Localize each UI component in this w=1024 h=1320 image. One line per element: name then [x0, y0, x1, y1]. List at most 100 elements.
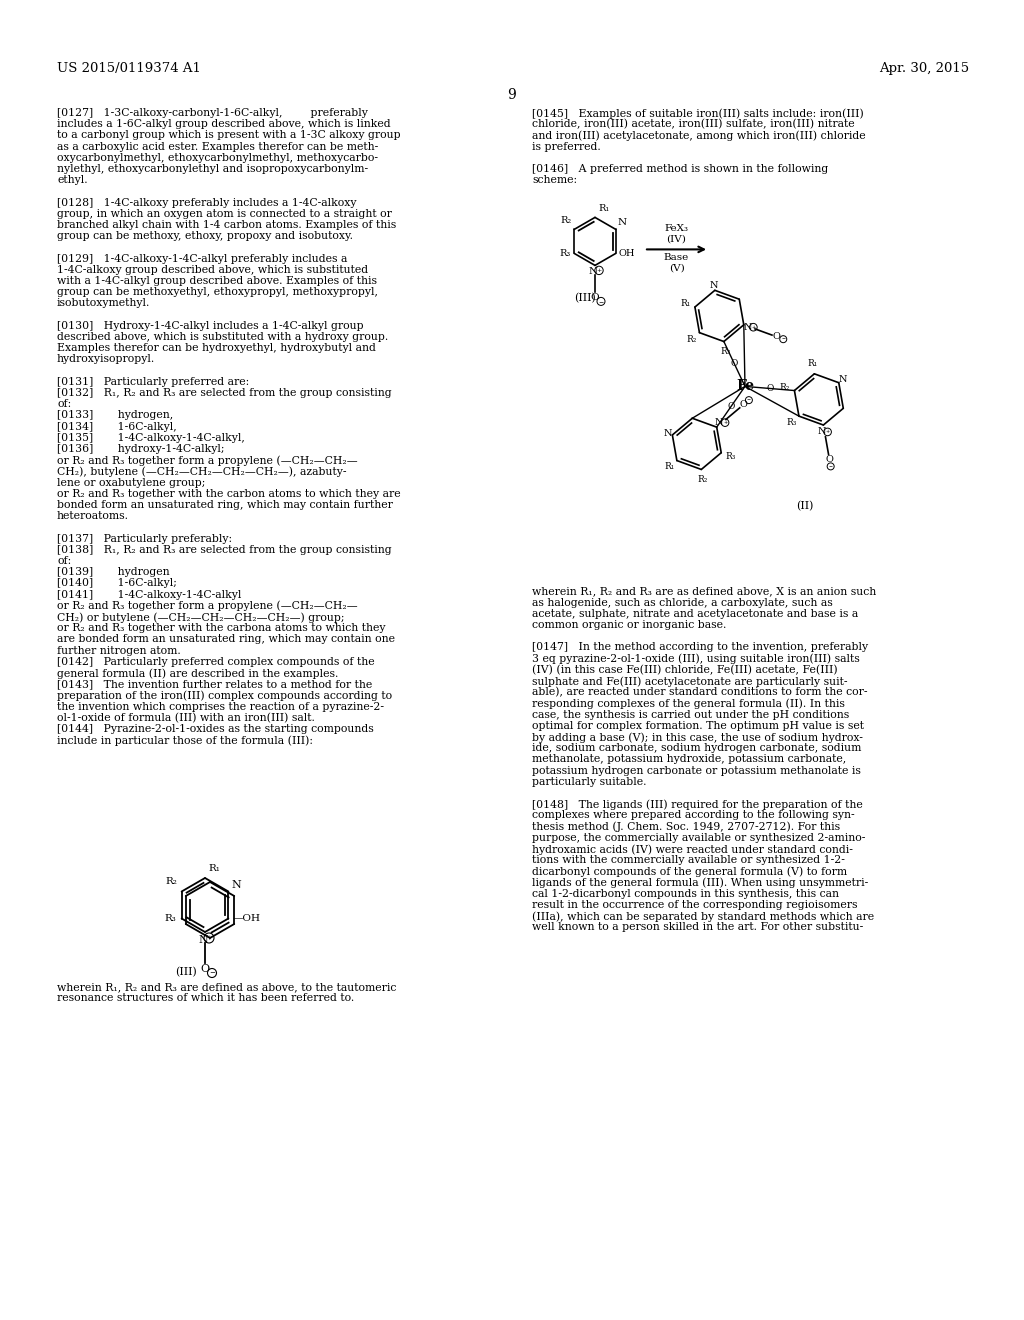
- Text: −: −: [781, 337, 785, 342]
- Text: able), are reacted under standard conditions to form the cor-: able), are reacted under standard condit…: [532, 688, 867, 697]
- Text: [0128]   1-4C-alkoxy preferably includes a 1-4C-alkoxy: [0128] 1-4C-alkoxy preferably includes a…: [57, 198, 356, 207]
- Text: ethyl.: ethyl.: [57, 176, 88, 185]
- Text: O: O: [773, 333, 780, 342]
- Text: group can be methoxy, ethoxy, propoxy and isobutoxy.: group can be methoxy, ethoxy, propoxy an…: [57, 231, 353, 242]
- Text: R₃: R₃: [786, 418, 797, 428]
- Text: US 2015/0119374 A1: US 2015/0119374 A1: [57, 62, 201, 75]
- Text: N: N: [664, 429, 672, 438]
- Text: preparation of the iron(III) complex compounds according to: preparation of the iron(III) complex com…: [57, 690, 392, 701]
- Text: N: N: [743, 322, 752, 331]
- Text: by adding a base (V); in this case, the use of sodium hydrox-: by adding a base (V); in this case, the …: [532, 733, 863, 743]
- Text: ligands of the general formula (III). When using unsymmetri-: ligands of the general formula (III). Wh…: [532, 878, 868, 888]
- Text: complexes where prepared according to the following syn-: complexes where prepared according to th…: [532, 810, 855, 821]
- Text: hydroxamic acids (IV) were reacted under standard condi-: hydroxamic acids (IV) were reacted under…: [532, 843, 853, 854]
- Text: N: N: [589, 268, 598, 276]
- Text: [0127]   1-3C-alkoxy-carbonyl-1-6C-alkyl,        preferably: [0127] 1-3C-alkoxy-carbonyl-1-6C-alkyl, …: [57, 108, 368, 117]
- Text: methanolate, potassium hydroxide, potassium carbonate,: methanolate, potassium hydroxide, potass…: [532, 755, 846, 764]
- Text: N: N: [839, 375, 847, 384]
- Text: [0146]   A preferred method is shown in the following: [0146] A preferred method is shown in th…: [532, 164, 828, 174]
- Text: —OH: —OH: [232, 913, 260, 923]
- Text: O: O: [825, 455, 834, 465]
- Text: or R₂ and R₃ together with the carbon atoms to which they are: or R₂ and R₃ together with the carbon at…: [57, 488, 400, 499]
- Text: sulphate and Fe(III) acetylacetonate are particularly suit-: sulphate and Fe(III) acetylacetonate are…: [532, 676, 848, 686]
- Text: responding complexes of the general formula (II). In this: responding complexes of the general form…: [532, 698, 845, 709]
- Text: +: +: [752, 325, 756, 330]
- Text: R₃: R₃: [559, 249, 570, 257]
- Text: ide, sodium carbonate, sodium hydrogen carbonate, sodium: ide, sodium carbonate, sodium hydrogen c…: [532, 743, 861, 754]
- Text: group can be methoxyethyl, ethoxypropyl, methoxypropyl,: group can be methoxyethyl, ethoxypropyl,…: [57, 288, 378, 297]
- Text: [0147]   In the method according to the invention, preferably: [0147] In the method according to the in…: [532, 643, 868, 652]
- Text: dicarbonyl compounds of the general formula (V) to form: dicarbonyl compounds of the general form…: [532, 866, 847, 876]
- Text: case, the synthesis is carried out under the pH conditions: case, the synthesis is carried out under…: [532, 710, 849, 719]
- Text: R₂: R₂: [166, 878, 177, 887]
- Text: 1-4C-alkoxy group described above, which is substituted: 1-4C-alkoxy group described above, which…: [57, 265, 368, 275]
- Text: isobutoxymethyl.: isobutoxymethyl.: [57, 298, 151, 309]
- Text: Apr. 30, 2015: Apr. 30, 2015: [879, 62, 969, 75]
- Text: R₁: R₁: [208, 865, 220, 873]
- Text: [0136]       hydroxy-1-4C-alkyl;: [0136] hydroxy-1-4C-alkyl;: [57, 444, 224, 454]
- Text: Base: Base: [664, 253, 689, 263]
- Text: R₁: R₁: [598, 205, 609, 214]
- Text: particularly suitable.: particularly suitable.: [532, 776, 646, 787]
- Text: to a carbonyl group which is present with a 1-3C alkoxy group: to a carbonyl group which is present wit…: [57, 131, 400, 140]
- Text: [0141]       1-4C-alkoxy-1-4C-alkyl: [0141] 1-4C-alkoxy-1-4C-alkyl: [57, 590, 242, 599]
- Text: +: +: [723, 420, 727, 425]
- Text: [0138]   R₁, R₂ and R₃ are selected from the group consisting: [0138] R₁, R₂ and R₃ are selected from t…: [57, 545, 391, 554]
- Text: R₁: R₁: [808, 359, 818, 368]
- Text: +: +: [825, 429, 829, 434]
- Text: acetate, sulphate, nitrate and acetylacetonate and base is a: acetate, sulphate, nitrate and acetylace…: [532, 609, 858, 619]
- Text: 9: 9: [508, 88, 516, 102]
- Text: Examples therefor can be hydroxyethyl, hydroxybutyl and: Examples therefor can be hydroxyethyl, h…: [57, 343, 376, 354]
- Text: [0144]   Pyrazine-2-ol-1-oxides as the starting compounds: [0144] Pyrazine-2-ol-1-oxides as the sta…: [57, 723, 374, 734]
- Text: (III): (III): [175, 968, 197, 977]
- Text: R₂: R₂: [780, 383, 791, 392]
- Text: O: O: [731, 359, 738, 368]
- Text: hydroxyisopropyl.: hydroxyisopropyl.: [57, 354, 156, 364]
- Text: R₃: R₃: [165, 913, 176, 923]
- Text: general formula (II) are described in the examples.: general formula (II) are described in th…: [57, 668, 338, 678]
- Text: heteroatoms.: heteroatoms.: [57, 511, 129, 521]
- Text: described above, which is substituted with a hydroxy group.: described above, which is substituted wi…: [57, 333, 388, 342]
- Text: R₂: R₂: [560, 216, 571, 226]
- Text: N: N: [198, 935, 208, 945]
- Text: bonded form an unsaturated ring, which may contain further: bonded form an unsaturated ring, which m…: [57, 500, 393, 510]
- Text: common organic or inorganic base.: common organic or inorganic base.: [532, 620, 726, 630]
- Text: [0132]   R₁, R₂ and R₃ are selected from the group consisting: [0132] R₁, R₂ and R₃ are selected from t…: [57, 388, 391, 399]
- Text: (IV) (in this case Fe(III) chloride, Fe(III) acetate, Fe(III): (IV) (in this case Fe(III) chloride, Fe(…: [532, 665, 838, 675]
- Text: (II): (II): [797, 502, 814, 512]
- Text: +: +: [596, 268, 602, 273]
- Text: lene or oxabutylene group;: lene or oxabutylene group;: [57, 478, 206, 487]
- Text: is preferred.: is preferred.: [532, 141, 601, 152]
- Text: [0129]   1-4C-alkoxy-1-4C-alkyl preferably includes a: [0129] 1-4C-alkoxy-1-4C-alkyl preferably…: [57, 253, 347, 264]
- Text: R₁: R₁: [665, 462, 675, 471]
- Text: of:: of:: [57, 399, 72, 409]
- Text: R₃: R₃: [725, 451, 736, 461]
- Text: −: −: [209, 969, 215, 977]
- Text: thesis method (J. Chem. Soc. 1949, 2707-2712). For this: thesis method (J. Chem. Soc. 1949, 2707-…: [532, 821, 840, 832]
- Text: (IIIa), which can be separated by standard methods which are: (IIIa), which can be separated by standa…: [532, 911, 874, 921]
- Text: 3 eq pyrazine-2-ol-1-oxide (III), using suitable iron(III) salts: 3 eq pyrazine-2-ol-1-oxide (III), using …: [532, 653, 860, 664]
- Text: O: O: [739, 400, 748, 409]
- Text: −: −: [598, 298, 603, 304]
- Text: cal 1-2-dicarbonyl compounds in this synthesis, this can: cal 1-2-dicarbonyl compounds in this syn…: [532, 888, 839, 899]
- Text: [0145]   Examples of suitable iron(III) salts include: iron(III): [0145] Examples of suitable iron(III) sa…: [532, 108, 864, 119]
- Text: [0140]       1-6C-alkyl;: [0140] 1-6C-alkyl;: [57, 578, 177, 589]
- Text: result in the occurrence of the corresponding regioisomers: result in the occurrence of the correspo…: [532, 900, 857, 909]
- Text: of:: of:: [57, 556, 72, 566]
- Text: nylethyl, ethoxycarbonylethyl and isopropoxycarbonylm-: nylethyl, ethoxycarbonylethyl and isopro…: [57, 164, 368, 174]
- Text: scheme:: scheme:: [532, 176, 578, 185]
- Text: R₂: R₂: [697, 475, 709, 484]
- Text: the invention which comprises the reaction of a pyrazine-2-: the invention which comprises the reacti…: [57, 702, 384, 711]
- Text: with a 1-4C-alkyl group described above. Examples of this: with a 1-4C-alkyl group described above.…: [57, 276, 377, 286]
- Text: N: N: [617, 218, 627, 227]
- Text: chloride, iron(III) acetate, iron(III) sulfate, iron(III) nitrate: chloride, iron(III) acetate, iron(III) s…: [532, 119, 855, 129]
- Text: wherein R₁, R₂ and R₃ are as defined above, X is an anion such: wherein R₁, R₂ and R₃ are as defined abo…: [532, 586, 877, 597]
- Text: group, in which an oxygen atom is connected to a straight or: group, in which an oxygen atom is connec…: [57, 209, 392, 219]
- Text: O: O: [727, 403, 734, 412]
- Text: N: N: [715, 418, 723, 428]
- Text: CH₂) or butylene (—CH₂—CH₂—CH₂—CH₂—) group;: CH₂) or butylene (—CH₂—CH₂—CH₂—CH₂—) gro…: [57, 612, 344, 623]
- Text: −: −: [828, 463, 833, 469]
- Text: as a carboxylic acid ester. Examples therefor can be meth-: as a carboxylic acid ester. Examples the…: [57, 141, 378, 152]
- Text: [0131]   Particularly preferred are:: [0131] Particularly preferred are:: [57, 376, 249, 387]
- Text: as halogenide, such as chloride, a carboxylate, such as: as halogenide, such as chloride, a carbo…: [532, 598, 833, 607]
